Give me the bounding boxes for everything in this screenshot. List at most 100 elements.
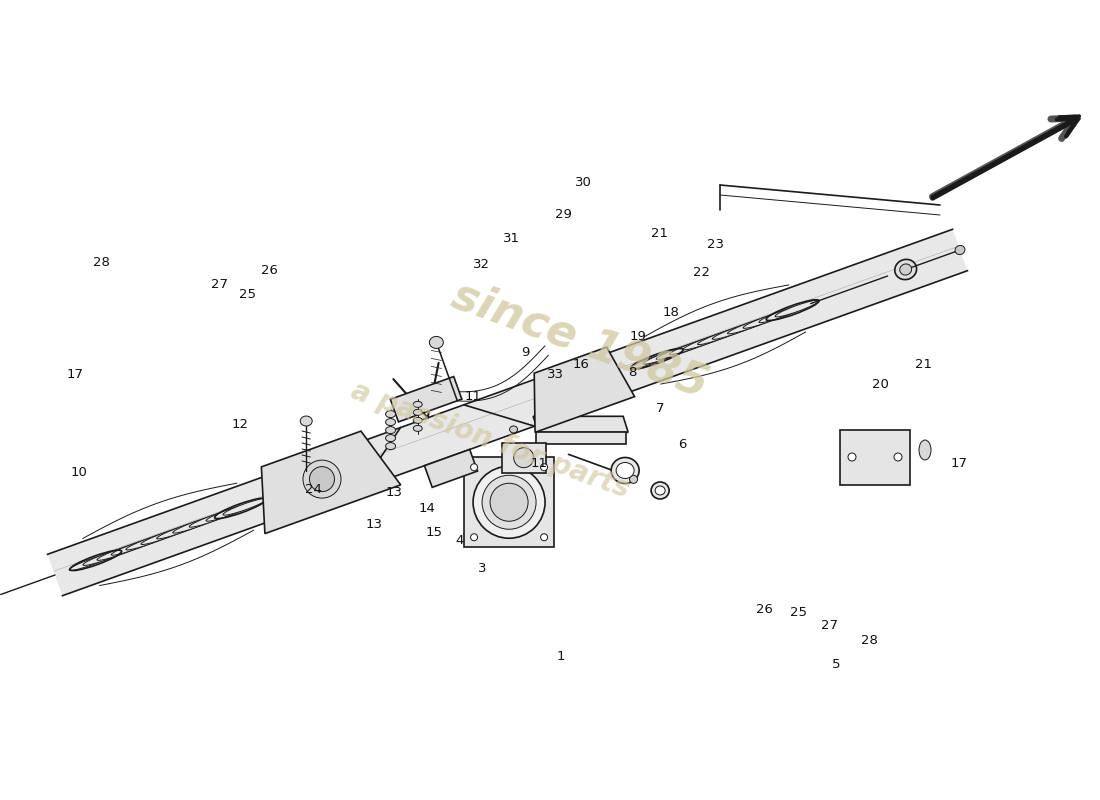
- Polygon shape: [535, 347, 635, 432]
- Ellipse shape: [414, 426, 422, 431]
- Text: since 1985: since 1985: [447, 274, 714, 406]
- Text: 25: 25: [239, 288, 256, 301]
- Text: 11: 11: [530, 458, 548, 470]
- Text: 12: 12: [231, 418, 249, 430]
- Text: 31: 31: [503, 232, 520, 245]
- Text: 3: 3: [477, 562, 486, 574]
- Ellipse shape: [302, 460, 341, 498]
- Ellipse shape: [616, 462, 634, 478]
- Ellipse shape: [386, 410, 396, 418]
- Ellipse shape: [759, 305, 806, 322]
- Ellipse shape: [414, 410, 422, 415]
- Text: 13: 13: [385, 486, 403, 498]
- Ellipse shape: [97, 542, 147, 560]
- Polygon shape: [464, 458, 554, 547]
- Ellipse shape: [727, 314, 780, 334]
- Text: 5: 5: [832, 658, 840, 670]
- Text: 33: 33: [547, 368, 564, 381]
- Ellipse shape: [514, 448, 534, 468]
- Ellipse shape: [644, 346, 691, 364]
- Text: 13: 13: [365, 518, 383, 530]
- Ellipse shape: [955, 246, 965, 254]
- Ellipse shape: [156, 519, 210, 539]
- Ellipse shape: [744, 310, 793, 328]
- Ellipse shape: [300, 416, 312, 426]
- Ellipse shape: [471, 534, 477, 541]
- Ellipse shape: [471, 464, 477, 470]
- Ellipse shape: [894, 259, 916, 280]
- Ellipse shape: [848, 453, 856, 461]
- Ellipse shape: [713, 319, 766, 339]
- Text: 23: 23: [706, 238, 724, 250]
- Ellipse shape: [189, 508, 240, 527]
- Text: 20: 20: [871, 378, 889, 390]
- Text: 30: 30: [574, 176, 592, 189]
- Ellipse shape: [900, 264, 912, 275]
- Text: 11: 11: [464, 390, 482, 402]
- Text: 16: 16: [572, 358, 590, 370]
- Ellipse shape: [651, 482, 669, 499]
- Ellipse shape: [612, 458, 639, 483]
- Ellipse shape: [629, 475, 638, 483]
- Text: 32: 32: [473, 258, 491, 270]
- Text: 21: 21: [651, 227, 669, 240]
- Ellipse shape: [918, 440, 931, 460]
- Ellipse shape: [141, 524, 195, 545]
- Text: 18: 18: [662, 306, 680, 318]
- Ellipse shape: [309, 466, 334, 492]
- Text: a passion for parts: a passion for parts: [346, 377, 634, 503]
- Ellipse shape: [386, 426, 396, 434]
- Text: 17: 17: [950, 458, 968, 470]
- Polygon shape: [390, 377, 462, 422]
- Text: 19: 19: [629, 330, 647, 342]
- Text: 6: 6: [678, 438, 686, 450]
- Text: 10: 10: [70, 466, 88, 478]
- Text: 17: 17: [66, 368, 84, 381]
- Text: 28: 28: [92, 256, 110, 269]
- Ellipse shape: [540, 464, 548, 470]
- Text: 25: 25: [790, 606, 807, 618]
- Polygon shape: [536, 432, 626, 444]
- Text: 26: 26: [756, 603, 773, 616]
- Polygon shape: [262, 431, 400, 534]
- Ellipse shape: [657, 341, 706, 359]
- Text: 27: 27: [821, 619, 838, 632]
- Ellipse shape: [206, 503, 253, 522]
- Polygon shape: [502, 442, 546, 473]
- Ellipse shape: [630, 352, 674, 369]
- Text: 1: 1: [557, 650, 565, 662]
- Text: 8: 8: [628, 366, 637, 378]
- Ellipse shape: [894, 453, 902, 461]
- Ellipse shape: [482, 475, 536, 530]
- Ellipse shape: [429, 337, 443, 349]
- Ellipse shape: [776, 300, 820, 317]
- Ellipse shape: [386, 434, 396, 442]
- Text: 24: 24: [305, 483, 322, 496]
- Text: 15: 15: [426, 526, 443, 538]
- Polygon shape: [840, 430, 910, 485]
- Ellipse shape: [125, 530, 179, 550]
- Ellipse shape: [386, 442, 396, 450]
- Text: 28: 28: [860, 634, 878, 646]
- Text: 26: 26: [261, 264, 278, 277]
- Ellipse shape: [386, 418, 396, 426]
- Ellipse shape: [619, 470, 635, 481]
- Text: 22: 22: [693, 266, 711, 278]
- Ellipse shape: [414, 418, 422, 423]
- Ellipse shape: [697, 324, 751, 345]
- Polygon shape: [47, 230, 967, 596]
- Text: 29: 29: [554, 208, 572, 221]
- Ellipse shape: [509, 426, 518, 433]
- Ellipse shape: [111, 536, 164, 555]
- Text: 21: 21: [915, 358, 933, 370]
- Ellipse shape: [683, 330, 737, 350]
- Text: 7: 7: [656, 402, 664, 414]
- Polygon shape: [425, 450, 477, 487]
- Text: 14: 14: [418, 502, 436, 514]
- Ellipse shape: [670, 335, 722, 354]
- Ellipse shape: [82, 547, 130, 566]
- Text: 27: 27: [211, 278, 229, 290]
- Ellipse shape: [656, 486, 666, 495]
- Ellipse shape: [473, 466, 546, 538]
- Text: 4: 4: [455, 534, 464, 546]
